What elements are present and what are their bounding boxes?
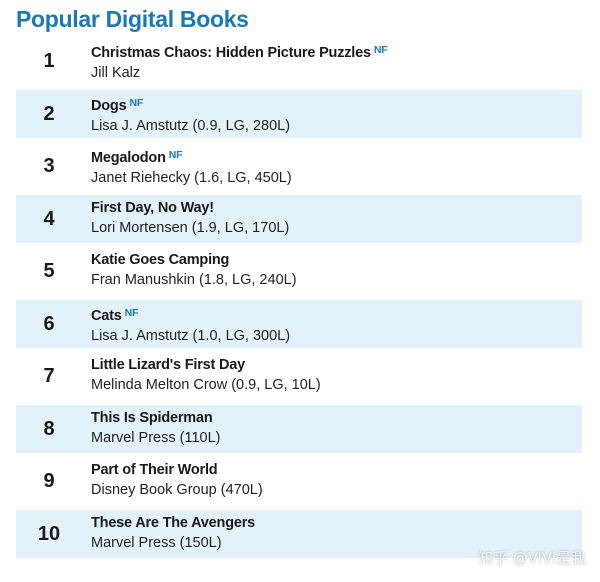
list-item[interactable]: 6 Cats NF Lisa J. Amstutz (1.0, LG, 300L) xyxy=(16,299,582,348)
rank-number: 6 xyxy=(43,312,55,335)
book-title[interactable]: Cats NF xyxy=(91,303,582,326)
book-title[interactable]: Megalodon NF xyxy=(91,145,582,168)
nonfiction-badge: NF xyxy=(124,306,139,319)
book-title[interactable]: Katie Goes Camping xyxy=(91,250,582,270)
book-author: Janet Riehecky (1.6, LG, 450L) xyxy=(91,170,292,186)
rank-number: 5 xyxy=(43,260,55,282)
nonfiction-badge: NF xyxy=(129,96,144,109)
list-item[interactable]: 8 This Is Spiderman Marvel Press (110L) xyxy=(16,404,582,453)
book-author: Marvel Press (150L) xyxy=(91,534,222,551)
page-title: Popular Digital Books xyxy=(16,6,249,32)
book-info: Katie Goes Camping Fran Manushkin (1.8, … xyxy=(91,250,582,290)
list-item[interactable]: 10 These Are The Avengers Marvel Press (… xyxy=(16,509,582,558)
book-list: 1 Christmas Chaos: Hidden Picture Puzzle… xyxy=(16,37,582,562)
watermark: 知乎 @ViVi是我 xyxy=(478,549,586,567)
book-title-text: This Is Spiderman xyxy=(91,409,213,426)
book-title-text: Dogs xyxy=(91,97,127,114)
rank-number: 9 xyxy=(43,470,55,492)
book-title[interactable]: This Is Spiderman xyxy=(91,408,582,428)
book-title-text: Cats xyxy=(91,307,122,324)
book-title-text: Christmas Chaos: Hidden Picture Puzzles xyxy=(91,45,371,61)
book-info: This Is Spiderman Marvel Press (110L) xyxy=(91,408,582,448)
list-item[interactable]: 9 Part of Their World Disney Book Group … xyxy=(16,457,582,505)
rank-number: 10 xyxy=(37,522,61,545)
book-author: Melinda Melton Crow (0.9, LG, 10L) xyxy=(91,377,321,393)
rank-number: 7 xyxy=(43,365,55,387)
list-item[interactable]: 7 Little Lizard's First Day Melinda Melt… xyxy=(16,352,582,400)
list-item[interactable]: 1 Christmas Chaos: Hidden Picture Puzzle… xyxy=(16,37,582,85)
list-item[interactable]: 2 Dogs NF Lisa J. Amstutz (0.9, LG, 280L) xyxy=(16,89,582,138)
book-info: First Day, No Way! Lori Mortensen (1.9, … xyxy=(91,198,582,238)
book-title-text: Megalodon xyxy=(91,150,166,166)
book-author: Lisa J. Amstutz (1.0, LG, 300L) xyxy=(91,327,291,344)
book-info: Cats NF Lisa J. Amstutz (1.0, LG, 300L) xyxy=(91,303,582,346)
book-author: Disney Book Group (470L) xyxy=(91,482,263,498)
book-title[interactable]: Part of Their World xyxy=(91,460,582,480)
book-title[interactable]: Dogs NF xyxy=(91,93,582,116)
book-info: Dogs NF Lisa J. Amstutz (0.9, LG, 280L) xyxy=(91,93,582,136)
book-author: Marvel Press (110L) xyxy=(91,429,221,446)
book-title-text: These Are The Avengers xyxy=(91,514,256,531)
book-title[interactable]: First Day, No Way! xyxy=(91,198,582,218)
rank-number: 3 xyxy=(43,155,55,177)
rank-number: 8 xyxy=(43,417,55,440)
book-info: Christmas Chaos: Hidden Picture Puzzles N… xyxy=(91,40,582,83)
book-info: Megalodon NF Janet Riehecky (1.6, LG, 450… xyxy=(91,145,582,188)
book-author: Lori Mortensen (1.9, LG, 170L) xyxy=(91,219,290,236)
list-item[interactable]: 4 First Day, No Way! Lori Mortensen (1.9… xyxy=(16,194,582,243)
book-info: Little Lizard's First Day Melinda Melton… xyxy=(91,355,582,395)
book-title-text: Katie Goes Camping xyxy=(91,252,230,268)
book-title-text: Part of Their World xyxy=(91,462,218,478)
book-title-text: First Day, No Way! xyxy=(91,199,214,216)
list-item[interactable]: 3 Megalodon NF Janet Riehecky (1.6, LG, 4… xyxy=(16,142,582,190)
list-item[interactable]: 5 Katie Goes Camping Fran Manushkin (1.8… xyxy=(16,247,582,295)
book-author: Jill Kalz xyxy=(91,65,141,81)
book-info: Part of Their World Disney Book Group (4… xyxy=(91,460,582,500)
nonfiction-badge: NF xyxy=(168,149,183,161)
rank-number: 2 xyxy=(43,102,55,125)
book-title-text: Little Lizard's First Day xyxy=(91,357,245,373)
book-title[interactable]: Christmas Chaos: Hidden Picture Puzzles N… xyxy=(91,40,582,63)
book-author: Lisa J. Amstutz (0.9, LG, 280L) xyxy=(91,117,291,134)
nonfiction-badge: NF xyxy=(373,44,388,56)
book-info: These Are The Avengers Marvel Press (150… xyxy=(91,513,582,553)
rank-number: 4 xyxy=(43,207,55,230)
book-title[interactable]: Little Lizard's First Day xyxy=(91,355,582,375)
book-title[interactable]: These Are The Avengers xyxy=(91,513,582,533)
rank-number: 1 xyxy=(43,50,55,72)
book-author: Fran Manushkin (1.8, LG, 240L) xyxy=(91,272,297,288)
